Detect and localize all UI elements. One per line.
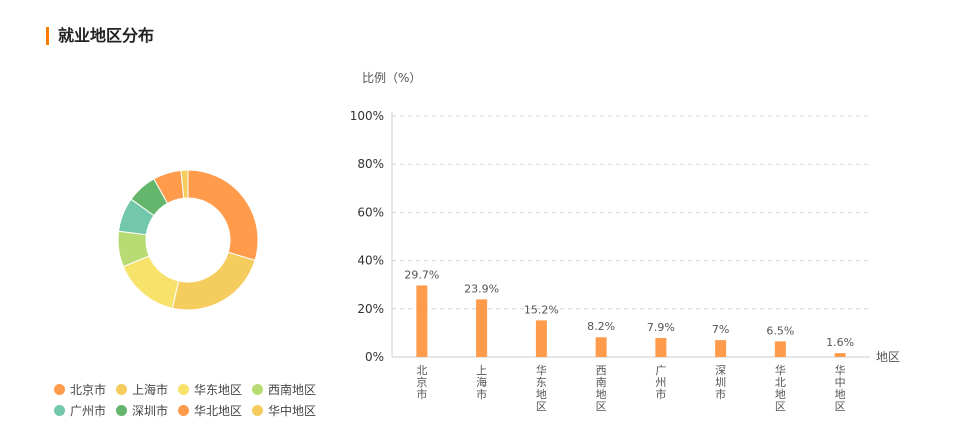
x-tick-label: 深圳市 [715, 364, 726, 401]
bar-value-label: 23.9% [464, 282, 499, 295]
legend-label: 广州市 [70, 403, 107, 418]
legend-label: 北京市 [70, 382, 107, 397]
legend-swatch [252, 404, 264, 416]
bar[interactable] [774, 341, 786, 357]
x-tick-label: 华东地区 [536, 363, 547, 413]
bar-value-label: 7% [712, 323, 729, 336]
legend-item[interactable]: 上海市 [116, 381, 168, 397]
donut-chart [117, 169, 259, 311]
legend-item[interactable]: 北京市 [54, 381, 106, 397]
legend-item[interactable]: 深圳市 [116, 402, 168, 418]
bar-value-label: 29.7% [404, 268, 439, 281]
x-tick-label: 华中地区 [835, 363, 846, 413]
y-tick-label: 100% [350, 109, 384, 123]
bar-value-label: 6.5% [766, 324, 794, 337]
y-tick-label: 60% [357, 205, 384, 219]
legend-item[interactable]: 西南地区 [252, 381, 316, 397]
section-title: 就业地区分布 [46, 27, 154, 45]
x-tick-label: 广州市 [655, 364, 666, 401]
legend-swatch [178, 404, 190, 416]
bar-value-label: 8.2% [587, 320, 615, 333]
bar-value-label: 1.6% [826, 336, 854, 349]
legend-label: 华东地区 [194, 382, 243, 397]
y-tick-label: 0% [365, 350, 384, 364]
legend-swatch [178, 383, 190, 395]
y-tick-label: 40% [357, 254, 384, 268]
donut-slice[interactable] [187, 169, 259, 261]
bar-value-label: 15.2% [524, 303, 559, 316]
legend-swatch [252, 383, 264, 395]
bar-chart: 比例（%） 地区 0% 20% 40% 60% 80% 100% 29.7% 北京市 23.9%… [350, 71, 900, 413]
donut-slice[interactable] [122, 255, 180, 309]
y-tick-label: 80% [357, 157, 384, 171]
legend-label: 西南地区 [268, 382, 317, 397]
bar[interactable] [595, 337, 607, 357]
y-axis-title: 比例（%） [362, 71, 421, 85]
y-tick-label: 20% [357, 302, 384, 316]
bar[interactable] [416, 285, 428, 357]
bar[interactable] [535, 320, 547, 357]
legend-item[interactable]: 华北地区 [178, 402, 242, 418]
legend-swatch [116, 383, 128, 395]
x-tick-label: 北京市 [416, 364, 427, 401]
donut-slice[interactable] [171, 251, 256, 311]
legend-label: 上海市 [132, 382, 169, 397]
bar-value-label: 7.9% [647, 321, 675, 334]
legend-label: 深圳市 [132, 403, 169, 418]
donut-slice[interactable] [180, 169, 189, 199]
x-tick-label: 华北地区 [775, 363, 786, 413]
legend-item[interactable]: 广州市 [54, 402, 106, 418]
legend-swatch [54, 404, 65, 416]
x-tick-label: 上海市 [476, 364, 487, 401]
bar[interactable] [655, 337, 667, 357]
legend-swatch [116, 404, 128, 416]
x-axis-title: 地区 [876, 350, 900, 364]
legend-swatch [54, 383, 65, 395]
bar[interactable] [834, 353, 846, 357]
bar[interactable] [476, 299, 488, 357]
legend-item[interactable]: 华中地区 [252, 402, 316, 418]
x-tick-label: 西南地区 [596, 364, 607, 413]
legend-label: 华中地区 [268, 403, 317, 418]
legend-label: 华北地区 [194, 403, 243, 418]
legend-item[interactable]: 华东地区 [178, 381, 242, 397]
donut-legend: 北京市 上海市 华东地区 西南地区广州市 深圳市 华北地区 华中地区 [54, 381, 354, 418]
bar[interactable] [715, 340, 727, 357]
